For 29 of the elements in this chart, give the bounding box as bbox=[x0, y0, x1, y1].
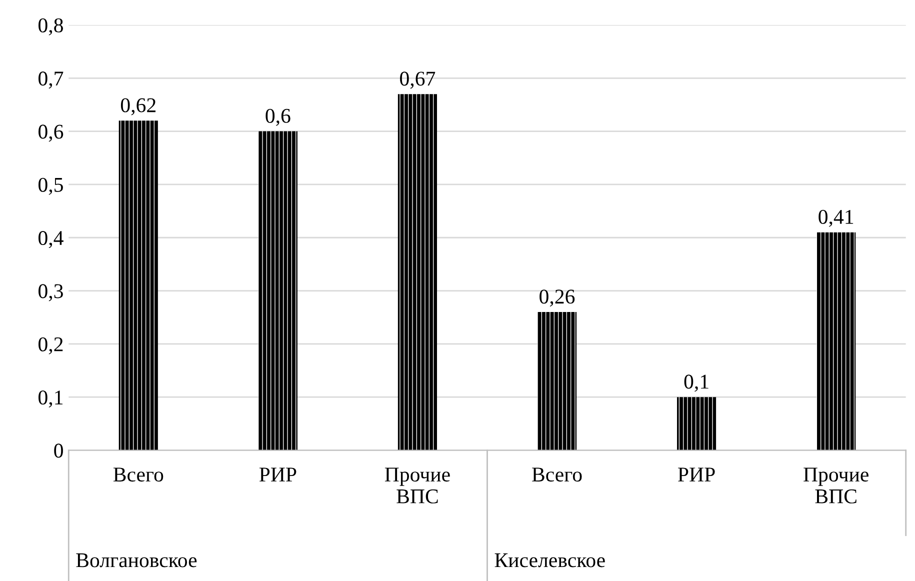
bar bbox=[537, 312, 577, 450]
data-label: 0,67 bbox=[400, 72, 436, 89]
data-label: 0,41 bbox=[818, 210, 854, 227]
data-label: 0,6 bbox=[266, 108, 290, 126]
bar bbox=[816, 232, 856, 450]
x-tick-label: Прочие ВПС bbox=[384, 468, 450, 504]
y-tick-label: 0,7 bbox=[38, 72, 64, 89]
y-tick-label: 0,4 bbox=[38, 231, 64, 248]
y-tick-label: 0,5 bbox=[38, 178, 63, 195]
x-tick-label: РИР bbox=[678, 468, 715, 482]
y-tick-label: 0 bbox=[54, 444, 63, 458]
y-tick-label: 0,3 bbox=[38, 284, 63, 302]
x-tick-label: РИР bbox=[259, 468, 296, 482]
data-label: 0,26 bbox=[540, 290, 575, 307]
x-tick-label: Всего bbox=[113, 468, 164, 482]
x-tick-label: Прочие ВПС bbox=[804, 468, 868, 504]
y-tick-label: 0,8 bbox=[38, 18, 63, 36]
y-tick-label: 0,1 bbox=[38, 390, 63, 408]
data-label: 0,62 bbox=[120, 98, 156, 116]
bar bbox=[118, 120, 158, 450]
bar bbox=[398, 94, 438, 450]
data-label: 0,1 bbox=[684, 374, 708, 392]
text: Киселевское bbox=[494, 553, 605, 568]
bar bbox=[258, 131, 298, 450]
text: Волгановское bbox=[76, 553, 197, 568]
bar bbox=[677, 397, 716, 450]
y-tick-label: 0,6 bbox=[38, 124, 64, 142]
y-tick-label: 0,2 bbox=[38, 337, 63, 354]
x-tick-label: Всего bbox=[532, 468, 582, 482]
